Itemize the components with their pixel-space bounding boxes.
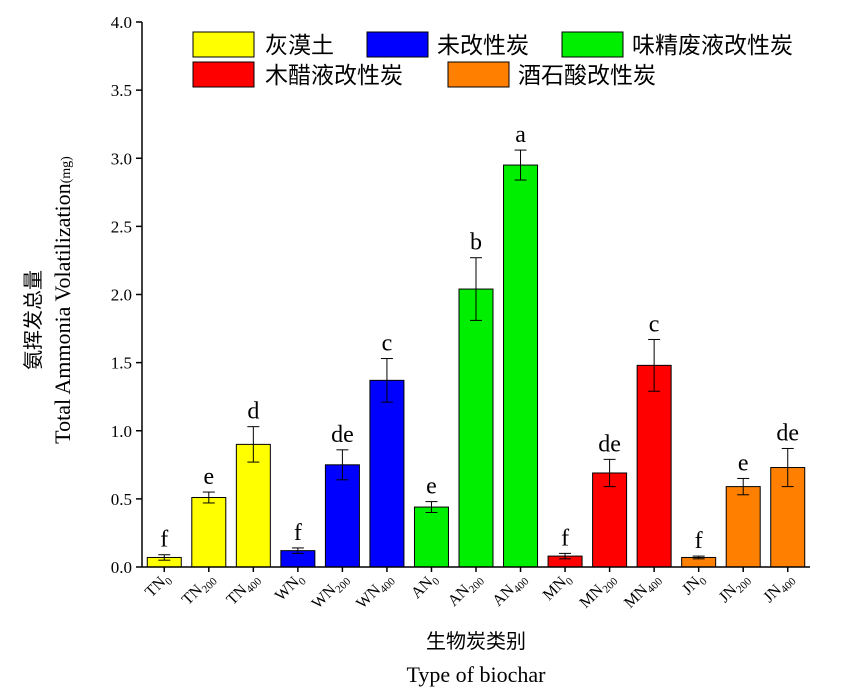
- y-tick-label: 3.5: [111, 81, 132, 100]
- legend-swatch: [192, 61, 255, 88]
- x-tick-label: JN400: [760, 569, 799, 608]
- y-tick-label: 2.0: [111, 286, 132, 305]
- bar-jn200: [725, 486, 761, 568]
- significance-label: de: [331, 422, 354, 448]
- significance-label: c: [649, 311, 660, 337]
- significance-label: a: [515, 122, 526, 148]
- x-tick-label: AN200: [445, 569, 488, 612]
- significance-label: de: [776, 420, 799, 446]
- x-tick-label: MN400: [621, 569, 665, 613]
- y-axis-title-cn: 氨挥发总量: [21, 270, 45, 370]
- bar-wn200: [324, 464, 360, 568]
- legend-swatch: [192, 31, 255, 58]
- significance-label: f: [160, 527, 168, 553]
- x-tick-label: TN0: [142, 569, 175, 602]
- significance-label: e: [203, 464, 214, 490]
- legend-label: 灰漠土: [265, 33, 334, 59]
- significance-label: c: [382, 331, 393, 357]
- significance-label: f: [695, 528, 703, 554]
- x-tick-label: WN200: [309, 569, 354, 614]
- bar-an400: [503, 164, 539, 568]
- bar-tn400: [235, 443, 271, 568]
- x-tick-label: JN200: [716, 569, 755, 608]
- legend-label: 酒石酸改性炭: [518, 63, 656, 89]
- x-tick-label: JN0: [679, 569, 710, 600]
- significance-label: f: [294, 520, 302, 546]
- y-tick-label: 0.5: [111, 490, 132, 509]
- significance-label: d: [247, 399, 259, 425]
- significance-label: e: [738, 450, 749, 476]
- bar-wn400: [369, 379, 405, 568]
- x-tick-label: TN400: [223, 569, 264, 610]
- y-tick-label: 2.5: [111, 217, 132, 236]
- y-tick-label: 0.0: [111, 558, 132, 577]
- bar-group: f e d f de c e b a f de c f e de: [146, 122, 806, 568]
- x-tick-label: AN400: [489, 569, 532, 612]
- y-ticks: 0.0 0.5 1.0 1.5 2.0 2.5 3.0 3.5 4.0: [111, 13, 142, 577]
- x-tick-label: MN0: [540, 569, 577, 606]
- significance-label: f: [561, 525, 569, 551]
- x-axis-title-en: Type of biochar: [407, 662, 547, 687]
- bar-mn400: [636, 364, 672, 568]
- legend-label: 未改性炭: [437, 33, 529, 59]
- x-ticks: TN0 TN200 TN400 WN0 WN200 WN400 AN0 AN200 AN400 M…: [142, 567, 799, 614]
- y-tick-label: 1.5: [111, 354, 132, 373]
- y-axis-title-en-text: Total Ammonia Volatilization: [50, 183, 75, 443]
- y-tick-label: 4.0: [111, 13, 132, 32]
- x-axis-title-cn: 生物炭类别: [426, 629, 526, 653]
- x-tick-label: WN400: [353, 569, 398, 614]
- legend-swatch: [561, 31, 624, 58]
- x-tick-label: MN200: [577, 569, 621, 613]
- legend-swatch: [366, 31, 429, 58]
- x-tick-label: TN200: [179, 569, 220, 610]
- x-tick-label: AN0: [408, 569, 443, 604]
- bar-an0: [413, 506, 449, 568]
- y-tick-label: 3.0: [111, 149, 132, 168]
- legend-swatch: [447, 61, 510, 88]
- legend-label: 味精废液改性炭: [632, 33, 793, 59]
- significance-label: de: [598, 431, 621, 457]
- x-tick-label: WN0: [272, 569, 309, 606]
- y-tick-label: 1.0: [111, 422, 132, 441]
- bar-an200: [458, 288, 494, 568]
- legend-label: 木醋液改性炭: [265, 63, 403, 89]
- y-axis-title-en: Total Ammonia Volatilization(mg): [50, 156, 75, 444]
- significance-label: e: [426, 474, 437, 500]
- bar-tn200: [191, 497, 227, 568]
- significance-label: b: [470, 230, 482, 256]
- y-axis-unit: (mg): [59, 156, 74, 184]
